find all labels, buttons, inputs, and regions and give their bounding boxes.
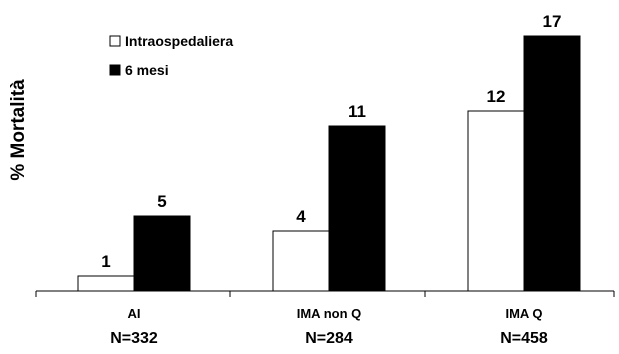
- legend-swatch-6-mesi: [109, 64, 121, 76]
- legend-swatch-intraospedaliera: [109, 35, 121, 47]
- value-label-ai-intraospedaliera: 1: [101, 252, 110, 271]
- bar-ima-non-q-intraospedaliera: [272, 230, 330, 292]
- sample-size-label: N=458: [500, 330, 548, 347]
- category-label: IMA Q: [505, 306, 542, 321]
- bar-ai-6-mesi: [133, 215, 191, 292]
- category-label: IMA non Q: [297, 306, 362, 321]
- legend: Intraospedaliera 6 mesi: [109, 33, 233, 78]
- sample-size-label: N=332: [110, 330, 158, 347]
- value-label-ai-6-mesi: 5: [157, 192, 166, 211]
- sample-size-label: N=284: [305, 330, 353, 347]
- y-axis-title: % Mortalità: [8, 79, 29, 181]
- bars-group: [77, 35, 581, 292]
- bar-ima-non-q-6-mesi: [328, 125, 386, 292]
- value-label-ima-non-q-6-mesi: 11: [348, 102, 366, 121]
- bar-ima-q-6-mesi: [523, 35, 581, 292]
- category-label: AI: [128, 306, 141, 321]
- sample-size-labels-group: N=332 N=284 N=458: [110, 330, 548, 347]
- legend-label-6-mesi: 6 mesi: [125, 62, 169, 78]
- category-labels-group: AI IMA non Q IMA Q: [128, 306, 543, 321]
- value-labels-group: 1 5 4 11 12 17: [101, 12, 561, 271]
- value-label-ima-non-q-intraospedaliera: 4: [296, 207, 306, 226]
- legend-label-intraospedaliera: Intraospedaliera: [125, 33, 233, 49]
- x-axis-ticks: [35, 291, 615, 297]
- bar-ima-q-intraospedaliera: [467, 110, 525, 292]
- value-label-ima-q-6-mesi: 17: [543, 12, 562, 31]
- bar-ai-intraospedaliera: [77, 275, 135, 292]
- value-label-ima-q-intraospedaliera: 12: [487, 87, 506, 106]
